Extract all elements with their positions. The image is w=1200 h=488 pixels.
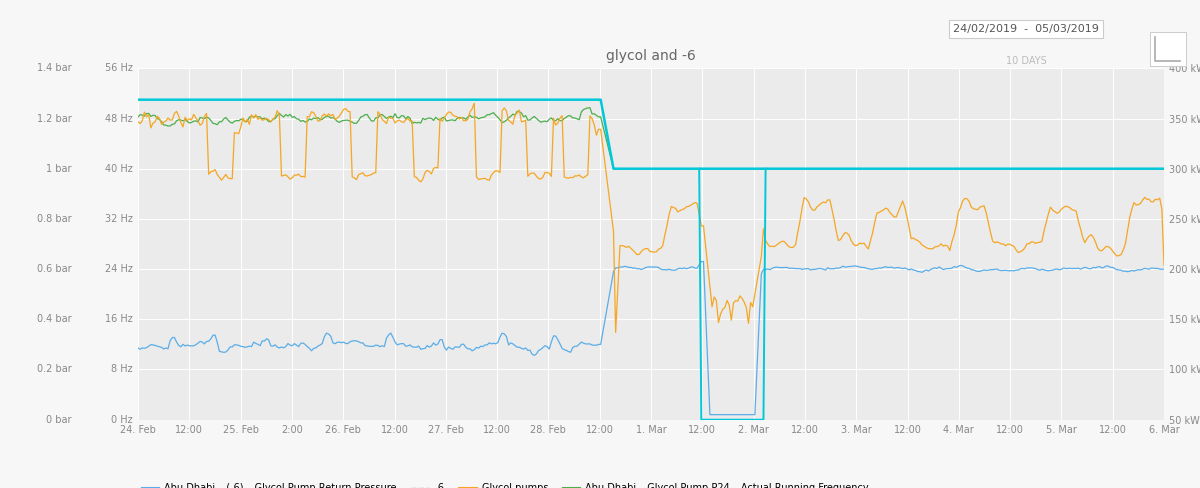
Text: 40 Hz: 40 Hz xyxy=(106,163,133,174)
Text: 56 Hz: 56 Hz xyxy=(104,63,133,73)
Text: 1.2 bar: 1.2 bar xyxy=(36,114,71,123)
Text: 0.2 bar: 0.2 bar xyxy=(36,365,71,374)
Text: 32 Hz: 32 Hz xyxy=(104,214,133,224)
Text: 1 bar: 1 bar xyxy=(46,163,71,174)
Text: 0.4 bar: 0.4 bar xyxy=(37,314,71,325)
Text: 0 bar: 0 bar xyxy=(46,415,71,425)
Text: 0 Hz: 0 Hz xyxy=(112,415,133,425)
Text: 0.6 bar: 0.6 bar xyxy=(37,264,71,274)
Text: 1.4 bar: 1.4 bar xyxy=(37,63,71,73)
Text: 8 Hz: 8 Hz xyxy=(112,365,133,374)
Text: 48 Hz: 48 Hz xyxy=(106,114,133,123)
Text: 24 Hz: 24 Hz xyxy=(104,264,133,274)
Text: 0.8 bar: 0.8 bar xyxy=(37,214,71,224)
Text: 10 DAYS: 10 DAYS xyxy=(1006,56,1046,66)
Text: 16 Hz: 16 Hz xyxy=(106,314,133,325)
Title: glycol and -6: glycol and -6 xyxy=(606,49,696,63)
Text: 24/02/2019  -  05/03/2019: 24/02/2019 - 05/03/2019 xyxy=(953,24,1099,34)
